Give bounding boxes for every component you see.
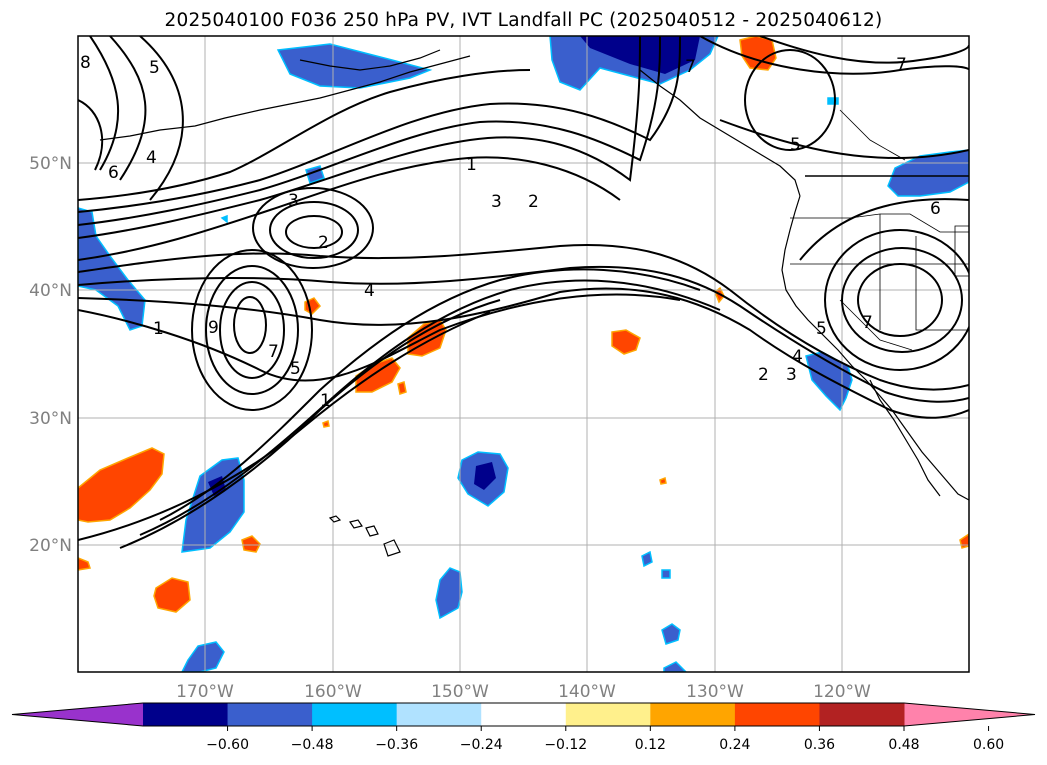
colorbar-outline	[11, 702, 1036, 727]
colorbar-tick-label: −0.60	[206, 737, 249, 753]
colorbar-swatch	[396, 703, 482, 726]
colorbar-swatch	[819, 703, 905, 726]
lon-label: 140°W	[558, 682, 616, 702]
contour-label: 4	[146, 148, 157, 168]
contour-label: 3	[288, 191, 299, 211]
colorbar-swatch	[227, 703, 313, 726]
colorbar-tick-label: −0.48	[291, 737, 334, 753]
pv-contours	[78, 36, 969, 549]
contour-label: 1	[153, 319, 164, 339]
lon-label: 120°W	[813, 682, 871, 702]
contour-label: 1	[320, 391, 331, 411]
lat-label: 50°N	[29, 154, 72, 174]
map-title: 2025040100 F036 250 hPa PV, IVT Landfall…	[164, 10, 883, 31]
contour-label: 4	[792, 347, 803, 367]
contour-label: 5	[290, 359, 301, 379]
gridlines	[78, 36, 969, 672]
contour-label: 4	[364, 281, 375, 301]
lon-label: 130°W	[686, 682, 744, 702]
longitude-labels: 170°W 160°W 150°W 140°W 130°W 120°W	[176, 682, 871, 702]
lon-label: 150°W	[431, 682, 489, 702]
contour-label: 9	[208, 318, 219, 338]
contour-label: 8	[80, 53, 91, 73]
contour-label: 6	[930, 199, 941, 219]
latitude-labels: 50°N 40°N 30°N 20°N	[29, 154, 72, 556]
contour-label: 7	[685, 57, 696, 77]
colorbar-extend-min	[12, 703, 143, 726]
contour-label: 5	[816, 319, 827, 339]
colorbar-tick-label: 0.60	[973, 737, 1004, 753]
lat-label: 30°N	[29, 409, 72, 429]
colorbar-tick-label: −0.36	[375, 737, 418, 753]
colorbar-swatch	[650, 703, 736, 726]
colorbar	[11, 702, 1036, 727]
colorbar-swatch	[143, 703, 229, 726]
contour-label: 3	[491, 192, 502, 212]
contour-label: 1	[466, 155, 477, 175]
contour-label: 7	[268, 342, 279, 362]
contour-label: 3	[786, 365, 797, 385]
colorbar-tick-label: 0.12	[635, 737, 666, 753]
contour-label: 2	[318, 233, 329, 253]
colorbar-swatch	[312, 703, 398, 726]
colorbar-extend-max	[904, 703, 1035, 726]
map-area: 8 5 6 4 1 3 2 2 3 1 9 7 5 4 1 7 7 5 6 7 …	[78, 36, 969, 672]
lon-label: 170°W	[176, 682, 234, 702]
colorbar-swatch	[565, 703, 651, 726]
contour-labels: 8 5 6 4 1 3 2 2 3 1 9 7 5 4 1 7 7 5 6 7 …	[80, 53, 941, 411]
contour-label: 2	[528, 192, 539, 212]
contour-label: 5	[790, 135, 801, 155]
contour-label: 2	[758, 365, 769, 385]
colorbar-tick-label: −0.12	[544, 737, 587, 753]
lat-label: 20°N	[29, 536, 72, 556]
contour-label: 7	[862, 313, 873, 333]
contour-label: 6	[108, 163, 119, 183]
colorbar-tick-label: 0.36	[804, 737, 835, 753]
contour-label: 7	[896, 55, 907, 75]
colorbar-tick-label: 0.24	[719, 737, 750, 753]
colorbar-tick-labels: −0.60 −0.48 −0.36 −0.24 −0.12 0.12 0.24 0.36 0.4…	[206, 726, 1004, 753]
colorbar-tick-label: 0.48	[888, 737, 919, 753]
negative-anomaly-fills	[78, 36, 969, 672]
lon-label: 160°W	[304, 682, 362, 702]
contour-label: 5	[149, 58, 160, 78]
map-frame	[77, 35, 970, 673]
colorbar-swatch	[734, 703, 820, 726]
colorbar-tick-label: −0.24	[460, 737, 503, 753]
lat-label: 40°N	[29, 281, 72, 301]
colorbar-swatch	[481, 703, 567, 726]
coastlines	[99, 49, 969, 557]
